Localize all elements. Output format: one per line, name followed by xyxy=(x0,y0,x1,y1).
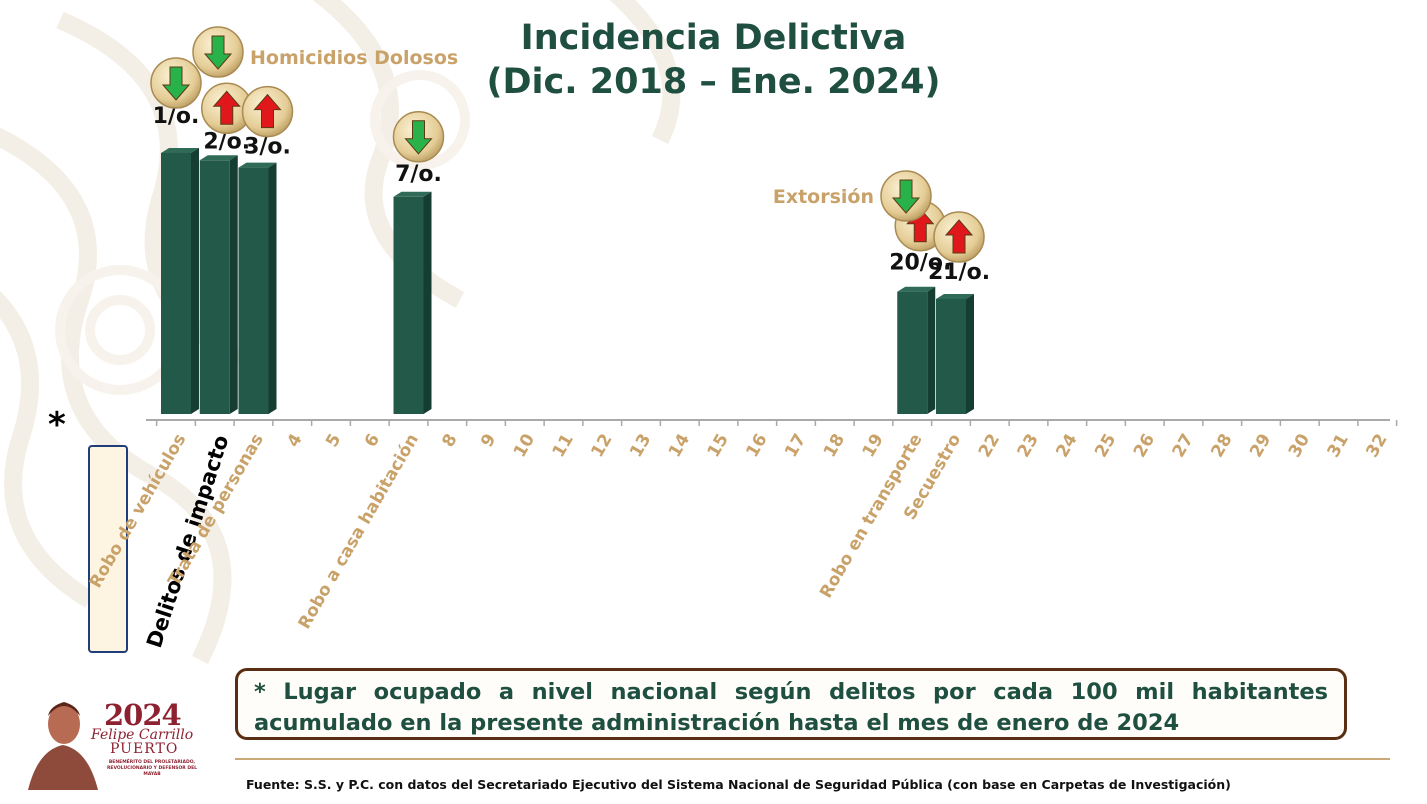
footnote-line-1: * Lugar ocupado a nivel nacional según d… xyxy=(254,677,1328,708)
callout-badge xyxy=(193,27,243,77)
x-tick-label: 14 xyxy=(665,430,694,461)
bar xyxy=(200,155,238,414)
x-tick-label: 6 xyxy=(361,431,384,451)
trend-badge xyxy=(394,112,444,162)
logo-name-2: PUERTO xyxy=(110,741,178,757)
footnote-box: * Lugar ocupado a nivel nacional según d… xyxy=(235,668,1347,740)
x-tick-label: 29 xyxy=(1246,431,1275,462)
x-tick-label: 19 xyxy=(859,431,888,462)
bar-face xyxy=(897,292,927,414)
callout-badge xyxy=(881,171,931,221)
x-tick-label: 32 xyxy=(1362,431,1391,462)
bar-face xyxy=(239,168,269,414)
bar-rank-label: 3/o. xyxy=(244,135,291,160)
x-tick-label: 27 xyxy=(1169,431,1198,462)
bar-rank-label: 7/o. xyxy=(395,162,442,187)
x-tick-label: 4 xyxy=(283,430,306,450)
x-tick-label: 12 xyxy=(587,431,616,462)
x-tick-label: 18 xyxy=(820,431,849,462)
footnote-line-2: acumulado en la presente administración … xyxy=(254,708,1328,739)
x-tick-label: 13 xyxy=(626,431,655,462)
x-tick-label: 15 xyxy=(704,431,733,462)
bar-side xyxy=(269,163,277,414)
x-tick-label: 24 xyxy=(1052,430,1081,461)
x-tick-label: Robo a casa habitación xyxy=(295,431,423,633)
bar-face xyxy=(200,160,230,414)
bar xyxy=(936,294,974,414)
bar-side xyxy=(230,155,238,414)
x-tick-label: 16 xyxy=(742,431,771,462)
x-tick-label: 22 xyxy=(975,431,1004,462)
bar xyxy=(897,287,935,414)
x-tick-label: 26 xyxy=(1130,431,1159,462)
bar-face xyxy=(936,299,966,414)
x-tick-label: 17 xyxy=(781,431,810,462)
x-tick-label: 28 xyxy=(1207,431,1236,462)
bar-face xyxy=(161,153,191,414)
trend-badge xyxy=(934,212,984,262)
x-tick-label: 31 xyxy=(1324,431,1353,462)
bar-side xyxy=(424,192,432,414)
x-tick-label: 30 xyxy=(1285,430,1314,461)
trend-badge xyxy=(151,58,201,108)
bar xyxy=(239,163,277,414)
bar-side xyxy=(966,294,974,414)
bar-rank-label: 21/o. xyxy=(928,260,990,285)
bar-side xyxy=(927,287,935,414)
trend-badge xyxy=(243,87,293,137)
bar-side xyxy=(191,148,199,414)
source-text: Fuente: S.S. y P.C. con datos del Secret… xyxy=(246,777,1231,792)
x-tick-label: 10 xyxy=(510,430,539,461)
x-tick-label: 5 xyxy=(322,431,345,451)
x-tick-label: 8 xyxy=(438,431,461,451)
callout-label: Extorsión xyxy=(773,186,874,208)
logo-motto: BENEMÉRITO DEL PROLETARIADO, REVOLUCIONA… xyxy=(104,760,200,778)
axis-marker: * xyxy=(48,405,66,445)
x-tick-label: 9 xyxy=(477,431,500,451)
callout-label: Homicidios Dolosos xyxy=(250,47,458,69)
bar xyxy=(394,192,432,414)
bar xyxy=(161,148,199,414)
x-tick-label: 23 xyxy=(1014,431,1043,462)
x-tick-label: 11 xyxy=(549,431,578,462)
footer-rule xyxy=(235,758,1390,760)
x-tick-label: 25 xyxy=(1091,431,1120,462)
bar-face xyxy=(394,197,424,414)
